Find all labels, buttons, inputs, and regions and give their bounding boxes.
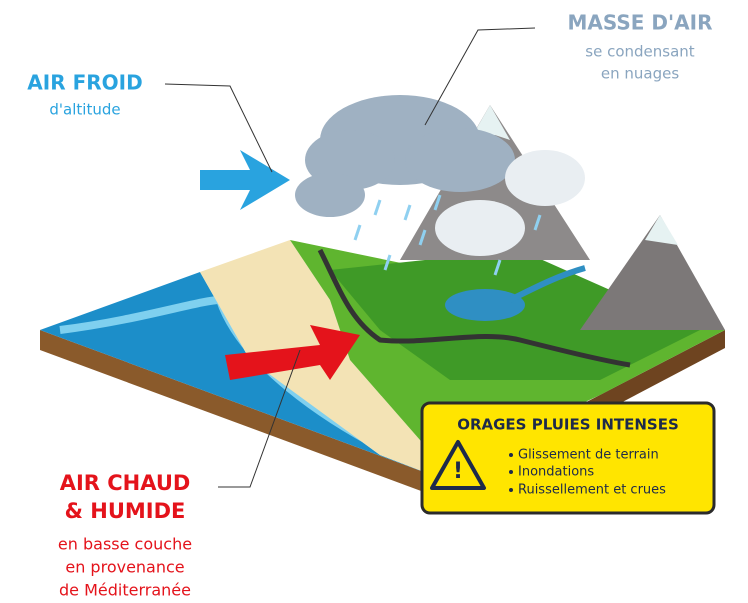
alert-item: Ruissellement et crues (518, 483, 666, 498)
cold-air-arrow (200, 150, 290, 210)
label-title: & HUMIDE (65, 499, 186, 523)
alert-item: Glissement de terrain (518, 448, 659, 463)
infographic: MASSE D'AIR se condensant en nuages AIR … (0, 0, 748, 603)
label-title: AIR CHAUD (60, 471, 191, 495)
alert-item: Inondations (518, 465, 594, 480)
label-line: en nuages (601, 65, 679, 83)
label-line: d'altitude (49, 101, 120, 119)
leader-line (165, 84, 272, 172)
label-title: AIR FROID (27, 71, 142, 95)
label-line: en basse couche (58, 535, 192, 554)
label-line: se condensant (585, 43, 695, 61)
label-title: MASSE D'AIR (568, 11, 713, 35)
label-line: de Méditerranée (59, 581, 191, 600)
lake (445, 289, 525, 321)
label-line: en provenance (65, 558, 184, 577)
warning-symbol: ! (453, 459, 463, 484)
alert-title: ORAGES PLUIES INTENSES (457, 416, 679, 434)
